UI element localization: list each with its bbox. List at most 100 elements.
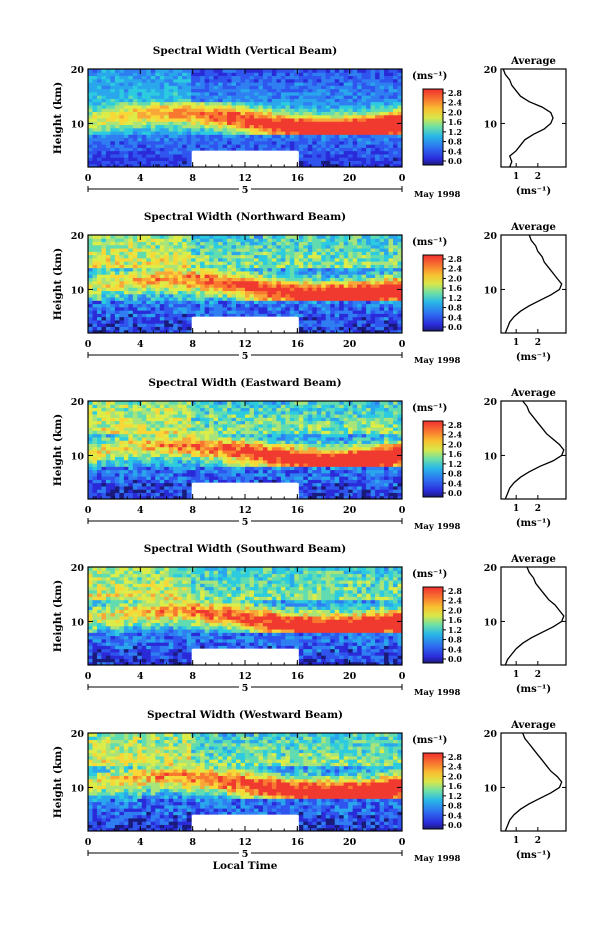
heatmap-cell (106, 268, 111, 272)
heatmap-cell (178, 72, 183, 76)
heatmap-cell (321, 291, 326, 295)
heatmap-cell (375, 79, 380, 83)
heatmap-cell (380, 134, 385, 138)
heatmap-cell (137, 297, 142, 301)
heatmap-cell (128, 118, 133, 122)
heatmap-cell (312, 310, 317, 314)
heatmap-cell (294, 105, 299, 109)
heatmap-cell (285, 258, 290, 262)
heatmap-cell (133, 144, 138, 148)
heatmap-cell (317, 274, 322, 278)
heatmap-cell (258, 277, 263, 281)
heatmap-cell (353, 277, 358, 281)
heatmap-cell (214, 417, 219, 421)
heatmap-cell (187, 443, 192, 447)
heatmap-cell (191, 277, 196, 281)
heatmap-cell (160, 317, 165, 321)
heatmap-cell (88, 492, 93, 496)
heatmap-cell (330, 98, 335, 102)
heatmap-cell (106, 258, 111, 262)
heatmap-cell (276, 304, 281, 308)
heatmap-cell (227, 277, 232, 281)
heatmap-cell (169, 326, 174, 330)
heatmap-cell (173, 105, 178, 109)
heatmap-cell (389, 294, 394, 298)
heatmap-cell (133, 242, 138, 246)
heatmap-cell (339, 248, 344, 252)
heatmap-cell (348, 271, 353, 275)
heatmap-cell (330, 287, 335, 291)
heatmap-cell (191, 85, 196, 89)
heatmap-cell (164, 258, 169, 262)
heatmap-cell (214, 479, 219, 483)
heatmap-cell (276, 105, 281, 109)
heatmap-cell (285, 255, 290, 259)
heatmap-cell (299, 297, 304, 301)
heatmap-cell (191, 284, 196, 288)
heatmap-cell (182, 95, 187, 99)
heatmap-cell (308, 248, 313, 252)
heatmap-cell (303, 160, 308, 164)
heatmap-cell (267, 268, 272, 272)
heatmap-cell (209, 248, 214, 252)
heatmap-cell (272, 268, 277, 272)
heatmap-cell (375, 248, 380, 252)
heatmap-cell (312, 72, 317, 76)
heatmap-cell (357, 151, 362, 155)
heatmap-cell (214, 437, 219, 441)
profile-x-tick-label: 1 (513, 338, 519, 348)
heatmap-cell (106, 105, 111, 109)
heatmap-cell (110, 479, 115, 483)
heatmap-cell (344, 118, 349, 122)
heatmap-cell (196, 408, 201, 412)
heatmap-cell (380, 300, 385, 304)
heatmap-cell (205, 134, 210, 138)
heatmap-cell (101, 430, 106, 434)
heatmap-cell (101, 317, 106, 321)
heatmap-cell (299, 111, 304, 115)
heatmap-cell (110, 242, 115, 246)
heatmap-cell (97, 320, 102, 324)
heatmap-cell (88, 144, 93, 148)
heatmap-cell (321, 125, 326, 129)
heatmap-cell (151, 297, 156, 301)
heatmap-cell (106, 160, 111, 164)
heatmap-cell (164, 287, 169, 291)
heatmap-cell (106, 95, 111, 99)
heatmap-cell (303, 271, 308, 275)
heatmap-cell (187, 102, 192, 106)
heatmap-cell (263, 141, 268, 145)
heatmap-cell (164, 141, 169, 145)
heatmap-cell (106, 287, 111, 291)
heatmap-cell (218, 271, 223, 275)
heatmap-cell (101, 479, 106, 483)
heatmap-cell (88, 105, 93, 109)
heatmap-cell (205, 414, 210, 418)
heatmap-cell (196, 473, 201, 477)
heatmap-cell (137, 300, 142, 304)
heatmap-cell (290, 125, 295, 129)
heatmap-cell (133, 489, 138, 493)
heatmap-cell (308, 72, 313, 76)
heatmap-cell (312, 147, 317, 151)
heatmap-cell (285, 105, 290, 109)
heatmap-cell (344, 248, 349, 252)
heatmap-cell (272, 85, 277, 89)
heatmap-cell (128, 277, 133, 281)
heatmap-cell (362, 95, 367, 99)
heatmap-cell (281, 72, 286, 76)
heatmap-cell (384, 154, 389, 158)
heatmap-cell (200, 258, 205, 262)
heatmap-cell (245, 297, 250, 301)
heatmap-cell (214, 248, 219, 252)
heatmap-cell (330, 277, 335, 281)
heatmap-cell (218, 118, 223, 122)
heatmap-cell (389, 313, 394, 317)
heatmap-cell (133, 430, 138, 434)
heatmap-cell (110, 443, 115, 447)
heatmap-cell (263, 297, 268, 301)
heatmap-cell (344, 108, 349, 112)
heatmap-cell (227, 125, 232, 129)
heatmap-cell (254, 72, 259, 76)
heatmap-cell (191, 238, 196, 242)
